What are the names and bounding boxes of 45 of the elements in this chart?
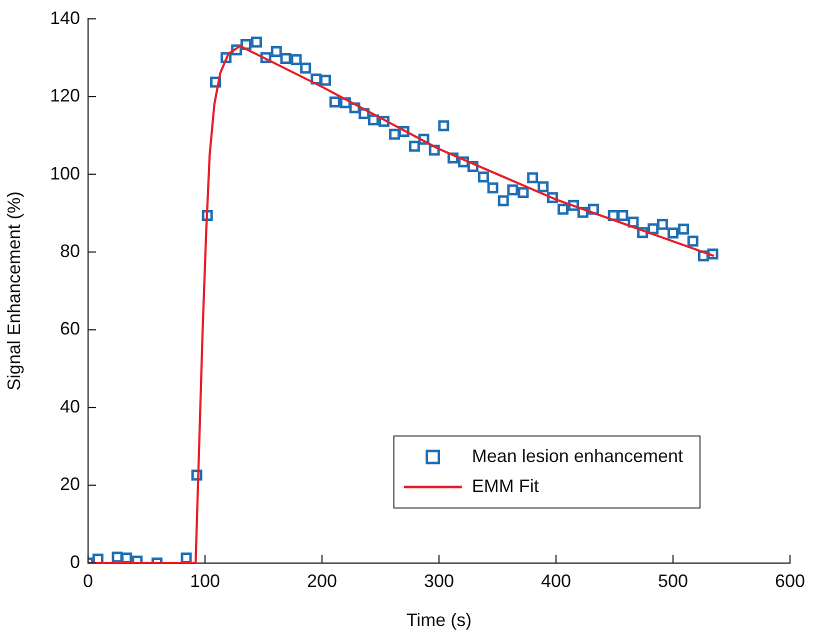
point xyxy=(320,74,332,86)
point xyxy=(478,172,489,182)
x-tick-label: 400 xyxy=(540,570,572,591)
y-tick-label: 40 xyxy=(60,396,80,416)
point xyxy=(498,195,509,206)
x-tick-label: 300 xyxy=(424,570,454,591)
point xyxy=(558,204,569,215)
point xyxy=(250,36,262,48)
y-tick-label: 0 xyxy=(70,552,80,572)
x-axis-title: Time (s) xyxy=(406,610,472,630)
point xyxy=(617,210,628,221)
point xyxy=(280,52,292,64)
x-tick-label: 600 xyxy=(774,570,806,591)
x-tick-label: 500 xyxy=(658,570,688,591)
y-tick-label: 120 xyxy=(50,86,80,106)
point xyxy=(518,187,529,198)
x-tick-label: 200 xyxy=(306,570,338,591)
point xyxy=(112,552,123,563)
y-tick-label: 80 xyxy=(60,240,80,261)
point xyxy=(487,182,498,194)
legend-label: EMM Fit xyxy=(472,476,539,496)
point xyxy=(668,227,678,238)
point xyxy=(507,184,518,196)
y-tick-label: 100 xyxy=(50,163,80,184)
legend-label: Mean lesion enhancement xyxy=(472,446,683,466)
point xyxy=(707,248,718,260)
y-axis-title: Signal Enhancement (%) xyxy=(4,191,24,390)
point xyxy=(408,140,420,152)
point xyxy=(329,96,340,108)
point xyxy=(678,224,690,235)
point xyxy=(656,218,668,230)
x-tick-label: 100 xyxy=(190,570,220,591)
point xyxy=(270,46,282,57)
x-tick-label: 0 xyxy=(82,570,94,591)
point xyxy=(438,120,450,132)
point xyxy=(389,128,400,140)
point xyxy=(92,554,104,563)
y-tick-label: 140 xyxy=(50,8,80,28)
point xyxy=(538,181,549,192)
y-tick-label: 60 xyxy=(60,318,80,339)
point xyxy=(687,236,698,247)
point xyxy=(290,54,302,66)
point xyxy=(300,62,312,74)
y-tick-label: 20 xyxy=(60,474,80,494)
point xyxy=(527,172,538,184)
